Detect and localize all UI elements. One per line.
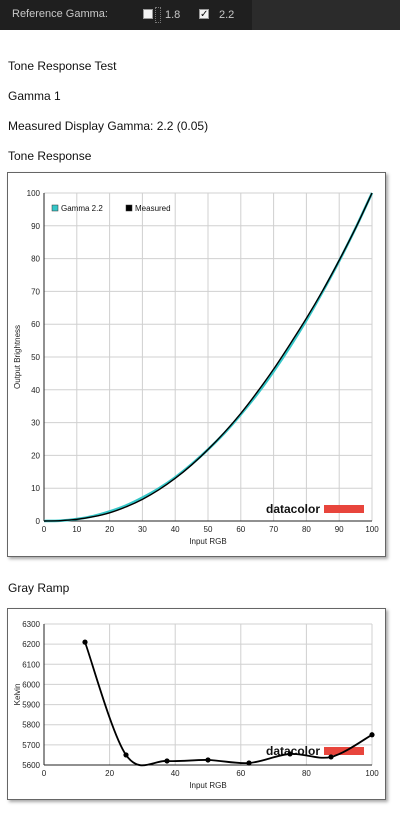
y-tick-label: 70 [31,287,40,296]
data-point [164,758,170,764]
gray-ramp-chart-panel: 0 20 40 60 80 100 5600 5700 5800 5900 6000 6100 6200… [7,608,386,800]
y-tick-label: 60 [31,320,40,329]
y-tick-label: 100 [27,189,41,198]
legend-label: Measured [135,204,171,213]
y-tick-label: 40 [31,386,40,395]
x-tick-label: 0 [42,769,47,778]
y-tick-label: 5800 [22,721,40,730]
gray-ramp-chart: 0 20 40 60 80 100 5600 5700 5800 5900 6000 6100 6200… [13,620,379,790]
y-tick-label: 20 [31,451,40,460]
x-tick-label: 20 [105,769,114,778]
focus-ring [155,7,161,23]
measured-gamma-text: Measured Display Gamma: 2.2 (0.05) [8,119,209,133]
x-tick-label: 90 [335,525,344,534]
gamma-1-8-checkbox[interactable] [143,9,153,19]
data-point [328,754,334,760]
x-tick-label: 100 [365,525,379,534]
gamma-1-8-label[interactable]: 1.8 [165,9,181,21]
reference-gamma-group: Reference Gamma: 1.8 ✓ 2.2 [0,0,252,30]
y-tick-label: 90 [31,222,40,231]
report-subtitle: Gamma 1 [8,89,61,103]
x-tick-label: 0 [42,525,47,534]
x-tick-label: 40 [171,525,180,534]
y-tick-label: 6100 [22,660,40,669]
report-title: Tone Response Test [8,59,117,73]
reference-gamma-label: Reference Gamma: [12,8,108,20]
series-line-2 [43,192,373,522]
data-point [205,757,211,763]
x-tick-label: 20 [105,525,114,534]
y-tick-label: 5700 [22,741,40,750]
datacolor-logo-text: datacolor [266,744,320,758]
x-tick-label: 80 [302,525,311,534]
y-axis-label: Output Brightness [13,325,22,389]
x-axis-label: Input RGB [189,537,226,546]
legend-label: Gamma 2.2 [61,204,103,213]
gamma-2-2-label[interactable]: 2.2 [219,9,235,21]
y-tick-label: 80 [31,255,40,264]
y-tick-label: 0 [36,517,41,526]
gamma-2-2-checkbox[interactable]: ✓ [199,9,209,20]
x-tick-label: 50 [204,525,213,534]
datacolor-logo-bar [324,505,364,513]
data-point [82,639,88,645]
y-tick-label: 6300 [22,620,40,629]
tone-response-chart-panel: 0 10 20 30 40 50 60 70 80 90 100 0 10 20 30 40 50 60 70 80 9… [7,172,386,557]
x-tick-label: 40 [171,769,180,778]
x-tick-label: 10 [72,525,81,534]
tone-response-heading: Tone Response [8,149,92,163]
gray-ramp-heading: Gray Ramp [8,581,70,595]
y-tick-label: 6000 [22,680,40,689]
y-tick-label: 6200 [22,640,40,649]
x-tick-label: 80 [302,769,311,778]
y-axis-label: Kelvin [13,684,22,706]
y-tick-label: 10 [31,484,40,493]
x-tick-label: 30 [138,525,147,534]
x-tick-label: 60 [236,525,245,534]
y-tick-label: 30 [31,419,40,428]
data-point [369,732,375,738]
tone-response-chart: 0 10 20 30 40 50 60 70 80 90 100 0 10 20 30 40 50 60 70 80 9… [13,189,379,546]
legend-swatch [51,204,59,212]
x-tick-label: 100 [365,769,379,778]
y-tick-label: 5600 [22,761,40,770]
x-axis-label: Input RGB [189,781,226,790]
top-toolbar: Reference Gamma: 1.8 ✓ 2.2 [0,0,400,30]
legend-swatch [125,204,133,212]
data-point [123,752,129,758]
y-tick-label: 5900 [22,701,40,710]
y-tick-label: 50 [31,353,40,362]
datacolor-logo-text: datacolor [266,502,320,516]
x-tick-label: 70 [269,525,278,534]
series-line-1 [84,641,373,767]
x-tick-label: 60 [236,769,245,778]
data-point [287,751,293,757]
data-point [246,760,252,766]
